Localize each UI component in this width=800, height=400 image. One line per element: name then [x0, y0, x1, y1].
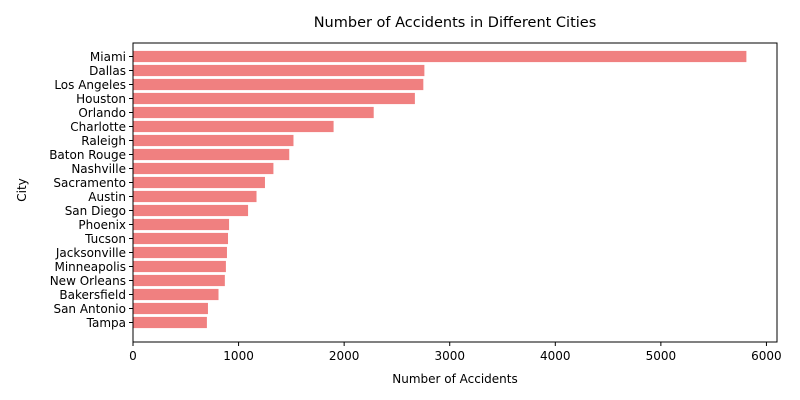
y-tick-label: Orlando — [78, 106, 126, 120]
y-tick-label: Bakersfield — [59, 288, 126, 302]
x-tick-label: 0 — [129, 349, 137, 363]
bars-layer — [133, 50, 747, 329]
bar-miami — [133, 50, 747, 63]
y-tick-label: Tucson — [84, 232, 126, 246]
x-tick-label: 6000 — [751, 349, 782, 363]
x-tick-label: 1000 — [223, 349, 254, 363]
x-tick-label: 3000 — [434, 349, 465, 363]
x-axis-ticks: 0 1000 2000 3000 4000 5000 6000 — [129, 342, 782, 363]
y-tick-label: Los Angeles — [54, 78, 126, 92]
y-tick-label: Sacramento — [53, 176, 126, 190]
bar-new-orleans — [133, 274, 225, 287]
bar-orlando — [133, 106, 374, 119]
y-tick-label: Tampa — [86, 316, 126, 330]
bar-baton-rouge — [133, 148, 290, 161]
y-tick-label: Minneapolis — [54, 260, 126, 274]
y-tick-label: San Diego — [65, 204, 126, 218]
bar-houston — [133, 92, 415, 105]
x-axis-label: Number of Accidents — [392, 372, 518, 386]
bar-raleigh — [133, 134, 294, 147]
y-tick-label: Jacksonville — [55, 246, 126, 260]
y-tick-label: Phoenix — [78, 218, 126, 232]
y-tick-label: Baton Rouge — [49, 148, 126, 162]
y-tick-label: New Orleans — [50, 274, 126, 288]
y-tick-label: Dallas — [89, 64, 126, 78]
bar-jacksonville — [133, 246, 227, 259]
y-tick-label: Houston — [76, 92, 126, 106]
y-tick-label: Miami — [90, 50, 126, 64]
bar-sacramento — [133, 176, 265, 189]
bar-tampa — [133, 316, 207, 329]
x-tick-label: 2000 — [329, 349, 360, 363]
y-tick-label: Raleigh — [81, 134, 126, 148]
x-tick-label: 4000 — [540, 349, 571, 363]
bar-nashville — [133, 162, 274, 175]
y-tick-label: Nashville — [71, 162, 126, 176]
y-axis-label: City — [15, 178, 29, 202]
plot-frame — [132, 42, 778, 343]
bar-tucson — [133, 232, 229, 245]
x-tick-label: 5000 — [646, 349, 677, 363]
bar-austin — [133, 190, 257, 203]
bar-bakersfield — [133, 288, 219, 301]
bar-dallas — [133, 64, 425, 77]
bar-phoenix — [133, 218, 230, 231]
plot-border — [132, 42, 778, 343]
bar-san-antonio — [133, 302, 208, 315]
y-tick-label: Austin — [88, 190, 126, 204]
y-tick-label: San Antonio — [53, 302, 126, 316]
bar-charlotte — [133, 120, 334, 133]
bar-minneapolis — [133, 260, 226, 273]
bar-los-angeles — [133, 78, 424, 91]
y-tick-label: Charlotte — [70, 120, 126, 134]
chart-title: Number of Accidents in Different Cities — [314, 15, 597, 31]
bar-san-diego — [133, 204, 249, 217]
